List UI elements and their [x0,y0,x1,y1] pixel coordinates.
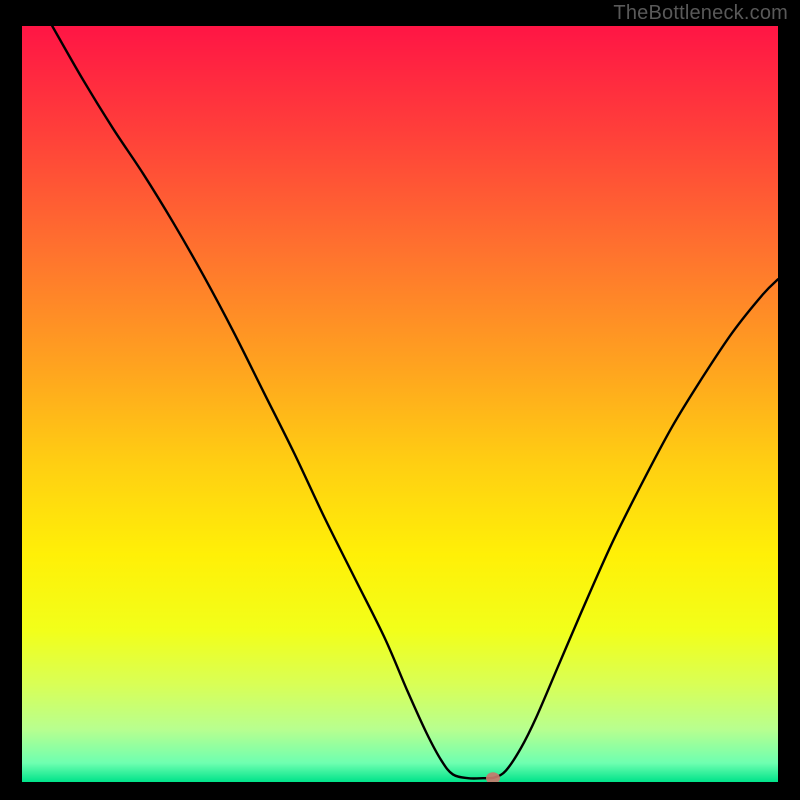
chart-frame: TheBottleneck.com [0,0,800,800]
watermark-text: TheBottleneck.com [613,2,788,25]
plot-area [22,26,778,782]
bottleneck-curve-chart [22,26,778,782]
plot-background [22,26,778,782]
